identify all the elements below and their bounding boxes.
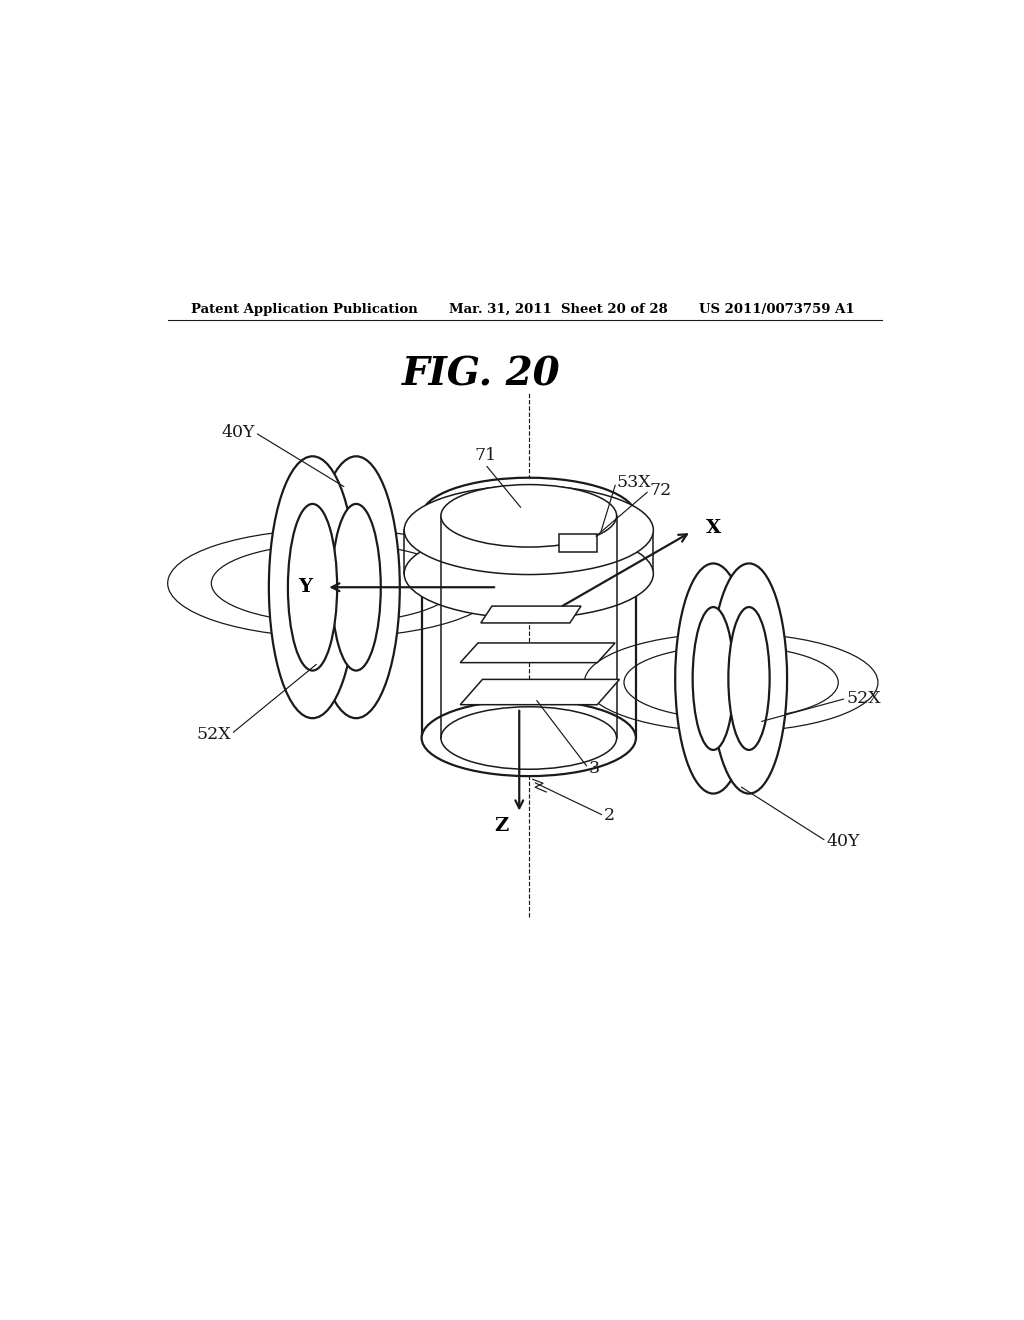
- Ellipse shape: [288, 504, 337, 671]
- Text: FIG. 20: FIG. 20: [401, 355, 560, 393]
- Text: 53X: 53X: [616, 474, 650, 491]
- Ellipse shape: [404, 486, 653, 574]
- Ellipse shape: [441, 484, 616, 546]
- Text: 40Y: 40Y: [221, 424, 255, 441]
- Text: 71: 71: [474, 447, 497, 465]
- Ellipse shape: [422, 700, 636, 776]
- Polygon shape: [460, 643, 615, 663]
- Ellipse shape: [675, 564, 752, 793]
- Ellipse shape: [404, 529, 653, 618]
- Text: 40Y: 40Y: [826, 833, 860, 850]
- Ellipse shape: [728, 607, 770, 750]
- Text: 52X: 52X: [197, 726, 231, 743]
- Text: Patent Application Publication: Patent Application Publication: [191, 304, 418, 315]
- Ellipse shape: [422, 478, 636, 554]
- Ellipse shape: [711, 564, 787, 793]
- Ellipse shape: [269, 457, 356, 718]
- Text: Y: Y: [298, 578, 312, 597]
- Bar: [559, 535, 597, 552]
- Text: 52X: 52X: [846, 690, 881, 706]
- Ellipse shape: [441, 706, 616, 770]
- Text: US 2011/0073759 A1: US 2011/0073759 A1: [699, 304, 855, 315]
- Polygon shape: [460, 680, 620, 705]
- Text: Mar. 31, 2011  Sheet 20 of 28: Mar. 31, 2011 Sheet 20 of 28: [450, 304, 668, 315]
- Polygon shape: [481, 606, 581, 623]
- Text: Z: Z: [495, 817, 509, 836]
- Text: 3: 3: [588, 760, 599, 776]
- Text: 72: 72: [649, 482, 672, 499]
- Text: X: X: [706, 519, 721, 537]
- Ellipse shape: [312, 457, 399, 718]
- Text: 2: 2: [604, 808, 615, 824]
- Ellipse shape: [332, 504, 381, 671]
- Ellipse shape: [692, 607, 734, 750]
